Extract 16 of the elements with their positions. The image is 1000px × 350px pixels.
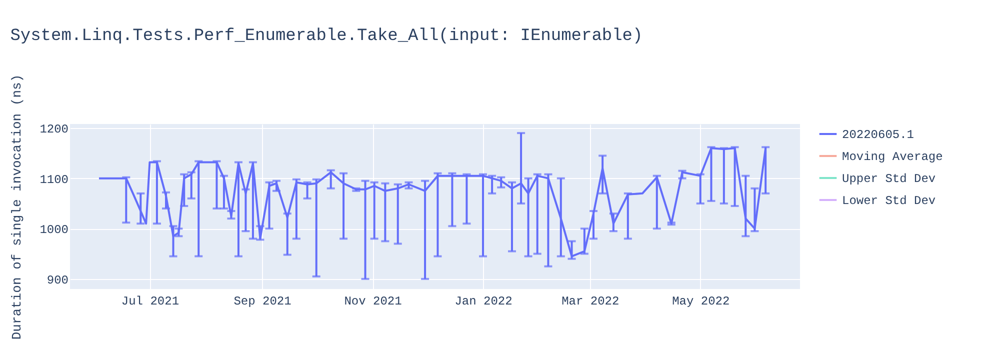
x-tick-label: Sep 2021 bbox=[234, 294, 292, 308]
x-tick-label: Jul 2021 bbox=[121, 294, 180, 308]
legend-label: Upper Std Dev bbox=[842, 172, 936, 186]
y-tick-label: 900 bbox=[46, 273, 68, 288]
x-tick-label: Mar 2022 bbox=[562, 294, 620, 308]
y-tick-label: 1000 bbox=[40, 223, 68, 238]
legend-label: Lower Std Dev bbox=[842, 194, 936, 208]
legend-label: 20220605.1 bbox=[842, 128, 914, 142]
x-tick-label: May 2022 bbox=[672, 294, 730, 308]
y-tick-label: 1100 bbox=[40, 172, 68, 187]
x-tick-label: Jan 2022 bbox=[454, 294, 512, 308]
y-tick-label: 1200 bbox=[40, 122, 68, 137]
y-axis-title: Duration of single invocation (ns) bbox=[10, 74, 25, 340]
chart-title: System.Linq.Tests.Perf_Enumerable.Take_All(input: IEnumerable) bbox=[10, 26, 643, 46]
x-tick-label: Nov 2021 bbox=[344, 294, 402, 308]
legend-label: Moving Average bbox=[842, 150, 943, 164]
